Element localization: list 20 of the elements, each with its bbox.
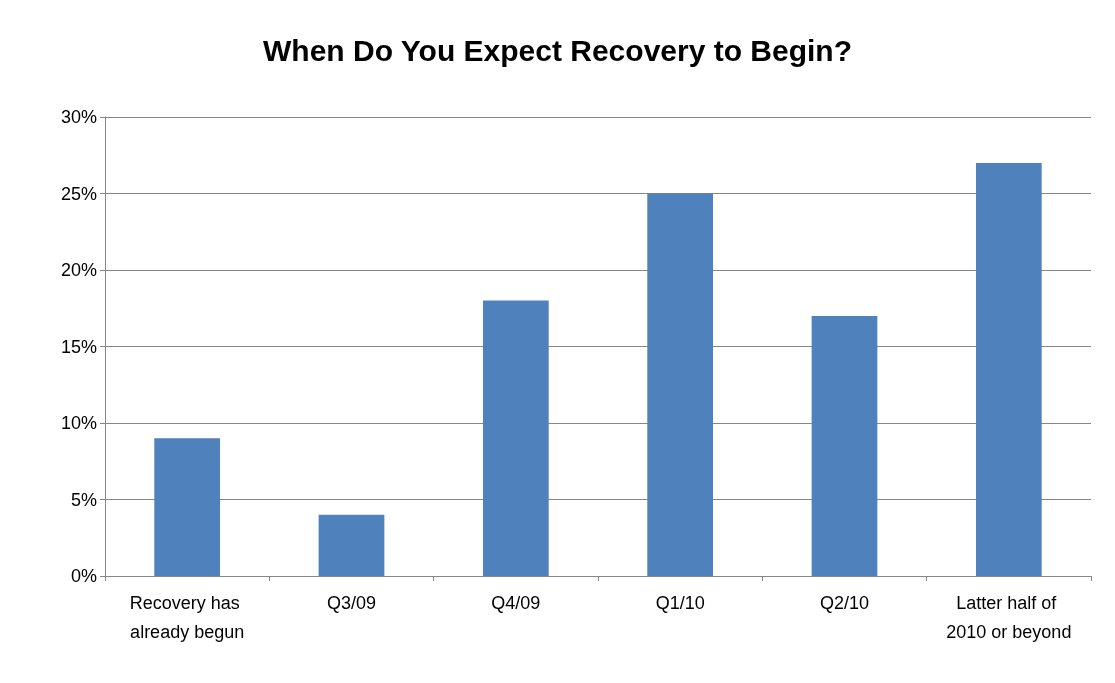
y-tick-label: 25% [60, 183, 97, 204]
y-tick-label: 5% [70, 489, 97, 510]
x-tick-label: Q2/10 [819, 592, 870, 613]
bar [482, 300, 549, 576]
bar [811, 315, 878, 576]
y-tick-label: 0% [70, 566, 97, 586]
y-tick-label: 15% [60, 336, 97, 357]
bar [154, 438, 221, 576]
x-tick-label: Recovery has already begun [129, 592, 245, 642]
x-tick-label: Q4/09 [491, 592, 541, 613]
chart-title: When Do You Expect Recovery to Begin? [263, 33, 852, 67]
bar [647, 193, 714, 576]
x-tick-label: Q3/09 [326, 592, 377, 613]
x-tick-label: Latter half of 2010 or beyond [946, 592, 1072, 642]
y-tick-label: 10% [60, 413, 97, 433]
y-tick-label: 20% [60, 260, 97, 280]
x-tick-label: Q1/10 [655, 592, 705, 613]
bar [975, 162, 1042, 576]
bar [318, 514, 385, 576]
y-tick-label: 30% [60, 107, 97, 127]
